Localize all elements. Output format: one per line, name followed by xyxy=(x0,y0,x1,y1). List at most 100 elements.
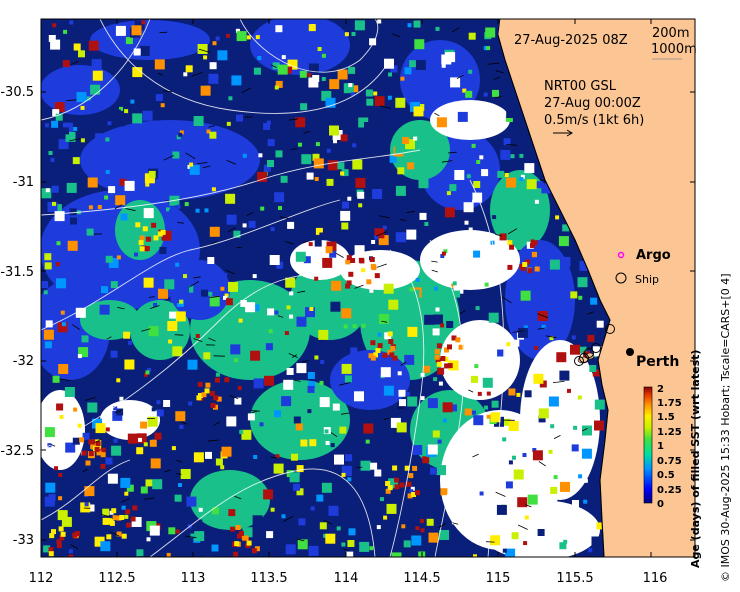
sst-pixel xyxy=(503,418,511,426)
sst-pixel xyxy=(147,368,152,372)
sst-pixel xyxy=(400,76,405,81)
sst-pixel xyxy=(385,86,390,91)
current-vector xyxy=(279,216,290,219)
sst-pixel xyxy=(149,525,160,536)
sst-pixel xyxy=(570,344,580,355)
current-vector xyxy=(180,421,188,425)
sst-pixel xyxy=(108,519,114,525)
sst-pixel xyxy=(213,395,219,401)
sst-pixel xyxy=(592,369,600,377)
current-vector xyxy=(193,276,201,279)
sst-pixel xyxy=(387,95,392,100)
sst-pixel xyxy=(270,507,275,512)
current-vector xyxy=(234,495,242,500)
sst-pixel xyxy=(502,548,507,553)
sst-pixel xyxy=(486,46,491,51)
sst-pixel xyxy=(423,365,431,373)
sst-pixel xyxy=(409,287,414,292)
sst-pixel xyxy=(87,402,98,413)
sst-pixel xyxy=(138,240,144,246)
current-vector xyxy=(495,70,504,74)
colorbar-tick-labels: 2 1.75 1.5 1.25 1 0.75 0.5 0.25 0 xyxy=(657,384,682,510)
current-vector xyxy=(502,296,512,304)
sst-pixel xyxy=(179,283,189,294)
sst-pixel xyxy=(125,509,131,515)
current-vector xyxy=(294,379,301,382)
sst-pixel xyxy=(446,191,451,196)
sst-pixel xyxy=(234,397,242,405)
sst-pixel xyxy=(532,448,537,452)
sst-pixel xyxy=(351,85,359,93)
sst-pixel xyxy=(457,111,468,122)
sst-pixel xyxy=(254,546,260,552)
sst-pixel xyxy=(284,331,289,335)
sst-pixel xyxy=(454,170,465,180)
sst-pixel xyxy=(544,294,552,302)
sst-pixel xyxy=(440,323,445,328)
sst-pixel xyxy=(548,396,559,407)
sst-pixel xyxy=(315,227,323,235)
sst-pixel xyxy=(253,455,258,459)
sst-pixel xyxy=(161,230,172,241)
sst-pixel xyxy=(511,532,519,540)
current-vector xyxy=(507,228,518,235)
sst-pixel xyxy=(325,533,336,544)
sst-pixel xyxy=(41,188,52,199)
sst-patch xyxy=(190,470,270,530)
sst-pixel xyxy=(388,339,394,344)
sst-pixel xyxy=(280,175,288,183)
sst-pixel xyxy=(195,519,203,527)
sst-pixel xyxy=(471,143,476,148)
sst-pixel xyxy=(380,497,384,502)
sst-pixel xyxy=(203,55,208,60)
sst-pixel xyxy=(212,507,219,515)
sst-pixel xyxy=(144,372,148,377)
sst-pixel xyxy=(117,139,125,147)
sst-pixel xyxy=(430,133,435,138)
sst-pixel xyxy=(77,423,82,428)
current-vector xyxy=(472,453,479,458)
sst-pixel xyxy=(217,50,228,61)
sst-pixel xyxy=(188,401,193,406)
sst-pixel xyxy=(136,447,144,455)
sst-pixel xyxy=(233,551,239,557)
sst-pixel xyxy=(549,259,560,270)
sst-pixel xyxy=(121,533,127,539)
sst-pixel xyxy=(102,508,110,516)
sst-pixel xyxy=(508,388,516,396)
current-vector xyxy=(456,74,464,80)
sst-pixel xyxy=(209,391,215,396)
sst-pixel xyxy=(578,474,583,479)
y-tick-label: -33 xyxy=(13,533,34,548)
x-tick-label: 112 xyxy=(29,571,54,586)
sst-pixel xyxy=(269,255,280,265)
sst-pixel xyxy=(465,90,473,98)
current-vector xyxy=(494,96,502,99)
sst-pixel xyxy=(327,160,338,171)
sst-pixel xyxy=(153,235,159,241)
sst-pixel xyxy=(562,224,570,232)
sst-pixel xyxy=(484,405,488,410)
sst-patch xyxy=(250,19,350,75)
sst-pixel xyxy=(308,381,316,389)
sst-pixel xyxy=(98,263,109,273)
sst-pixel xyxy=(435,357,441,363)
sst-pixel xyxy=(236,533,242,539)
ship-label: Ship xyxy=(635,273,659,286)
sst-pixel xyxy=(275,315,286,326)
sst-pixel xyxy=(486,414,491,419)
current-vector xyxy=(85,397,96,401)
sst-pixel xyxy=(140,236,151,247)
sst-pixel xyxy=(308,545,319,556)
sst-pixel xyxy=(323,533,328,538)
current-vector xyxy=(537,327,546,330)
sst-pixel xyxy=(399,399,406,407)
sst-pixel xyxy=(172,151,180,159)
sst-pixel xyxy=(334,454,344,465)
sst-pixel xyxy=(44,496,55,507)
sst-pixel xyxy=(530,239,535,244)
colorbar-tick: 0 xyxy=(657,499,664,510)
sst-pixel xyxy=(73,43,81,51)
sst-pixel xyxy=(111,445,122,456)
sst-pixel xyxy=(468,32,476,40)
